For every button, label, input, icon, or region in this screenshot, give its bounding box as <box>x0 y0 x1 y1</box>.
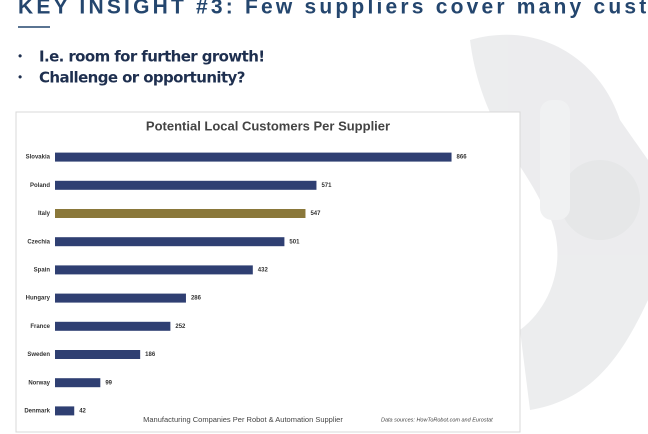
bar <box>55 180 317 190</box>
y-tick-label: Norway <box>28 380 50 386</box>
source-note: Data sources: HowToRobot.com and Eurosta… <box>381 417 493 423</box>
bar <box>55 378 101 388</box>
data-label: 547 <box>310 211 321 217</box>
slide-title: KEY INSIGHT #3: Few suppliers cover many… <box>18 0 648 19</box>
data-label: 99 <box>105 380 112 386</box>
bar <box>55 152 452 162</box>
bullet: Challenge or opportunity? <box>39 69 245 87</box>
data-label: 571 <box>321 183 332 189</box>
bullet-dot: • <box>18 70 22 84</box>
y-tick-label: Czechia <box>27 239 50 245</box>
data-label: 432 <box>258 267 269 273</box>
data-label: 186 <box>145 352 156 358</box>
y-tick-label: Poland <box>30 183 50 189</box>
bar <box>55 321 171 331</box>
data-label: 42 <box>79 408 86 414</box>
y-tick-label: France <box>30 324 50 330</box>
bullet: I.e. room for further growth! <box>39 48 265 66</box>
y-tick-label: Italy <box>38 211 51 217</box>
bar <box>55 237 285 247</box>
bullet-dot: • <box>18 49 22 63</box>
data-label: 252 <box>175 324 186 330</box>
bar <box>55 209 306 218</box>
plot: Slovakia 866 Poland 571 Italy 547 Czechia 501 Sp… <box>24 152 468 416</box>
y-tick-label: Spain <box>34 267 51 273</box>
y-tick-label: Slovakia <box>26 155 51 161</box>
data-label: 501 <box>289 239 300 245</box>
bar <box>55 293 186 303</box>
chart-title: Potential Local Customers Per Supplier <box>146 118 390 133</box>
bar <box>55 350 141 359</box>
bar <box>55 265 253 275</box>
bar <box>55 406 75 416</box>
data-label: 286 <box>191 296 202 302</box>
y-tick-label: Hungary <box>26 296 51 302</box>
x-axis-label: Manufacturing Companies Per Robot & Auto… <box>143 415 343 424</box>
y-tick-label: Sweden <box>27 352 50 358</box>
y-tick-label: Denmark <box>24 408 50 414</box>
data-label: 866 <box>457 155 468 161</box>
